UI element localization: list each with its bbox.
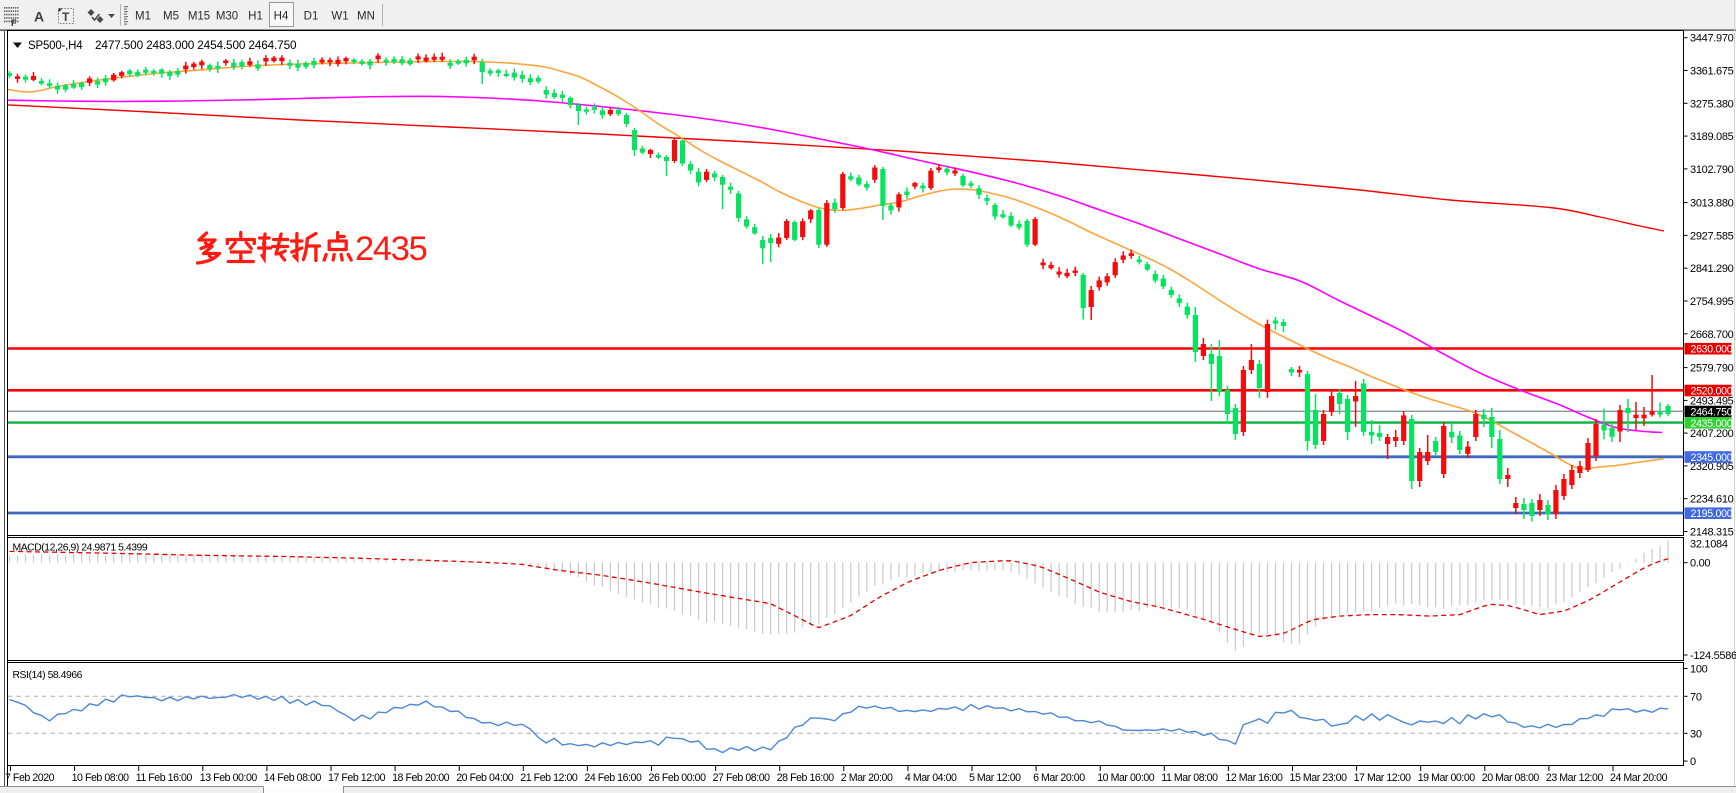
- svg-text:6 Mar 20:00: 6 Mar 20:00: [1033, 772, 1085, 784]
- svg-text:2320.905: 2320.905: [1690, 461, 1734, 473]
- svg-text:10 Mar 00:00: 10 Mar 00:00: [1097, 772, 1155, 784]
- svg-text:19 Mar 00:00: 19 Mar 00:00: [1418, 772, 1476, 784]
- svg-text:RSI(14) 58.4966: RSI(14) 58.4966: [13, 670, 83, 681]
- svg-text:D1: D1: [304, 11, 319, 23]
- svg-text:4 Mar 04:00: 4 Mar 04:00: [905, 772, 957, 784]
- svg-text:2464.750: 2464.750: [1691, 407, 1733, 419]
- svg-text:2520.000: 2520.000: [1691, 386, 1733, 398]
- svg-text:20 Mar 08:00: 20 Mar 08:00: [1482, 772, 1540, 784]
- svg-text:3013.880: 3013.880: [1690, 198, 1734, 210]
- svg-text:2630.000: 2630.000: [1691, 344, 1733, 356]
- svg-text:30: 30: [1690, 728, 1702, 740]
- svg-text:32.1084: 32.1084: [1690, 539, 1728, 551]
- svg-text:7 Feb 2020: 7 Feb 2020: [5, 772, 55, 784]
- svg-text:28 Feb 16:00: 28 Feb 16:00: [777, 772, 835, 784]
- svg-text:MACD(12,26,9) 24.9871 5.4399: MACD(12,26,9) 24.9871 5.4399: [13, 543, 148, 554]
- svg-text:T: T: [62, 10, 70, 24]
- svg-text:2234.610: 2234.610: [1690, 494, 1734, 506]
- svg-text:0: 0: [1690, 756, 1696, 768]
- svg-text:2493.495: 2493.495: [1690, 395, 1734, 407]
- svg-text:14 Feb 08:00: 14 Feb 08:00: [264, 772, 322, 784]
- svg-text:15 Mar 23:00: 15 Mar 23:00: [1290, 772, 1348, 784]
- svg-text:13 Feb 00:00: 13 Feb 00:00: [200, 772, 258, 784]
- svg-text:3447.970: 3447.970: [1690, 33, 1734, 45]
- svg-text:11 Feb 16:00: 11 Feb 16:00: [136, 772, 193, 784]
- svg-text:F: F: [11, 18, 17, 28]
- svg-text:2477.500 2483.000 2454.500 246: 2477.500 2483.000 2454.500 2464.750: [95, 38, 297, 52]
- svg-text:2407.200: 2407.200: [1690, 428, 1734, 440]
- svg-text:27 Feb 08:00: 27 Feb 08:00: [713, 772, 771, 784]
- svg-text:A: A: [34, 9, 44, 25]
- svg-text:12 Mar 16:00: 12 Mar 16:00: [1225, 772, 1283, 784]
- svg-text:3189.085: 3189.085: [1690, 131, 1734, 143]
- svg-text:24 Feb 16:00: 24 Feb 16:00: [584, 772, 642, 784]
- svg-text:2195.000: 2195.000: [1691, 508, 1733, 520]
- svg-text:2927.585: 2927.585: [1690, 230, 1734, 242]
- svg-text:5 Mar 12:00: 5 Mar 12:00: [969, 772, 1021, 784]
- svg-text:-124.5586: -124.5586: [1690, 650, 1736, 662]
- svg-text:3102.790: 3102.790: [1690, 164, 1734, 176]
- svg-text:2435: 2435: [355, 230, 427, 268]
- svg-text:24 Mar 20:00: 24 Mar 20:00: [1610, 772, 1668, 784]
- svg-text:MN: MN: [357, 11, 375, 23]
- svg-text:26 Feb 00:00: 26 Feb 00:00: [649, 772, 707, 784]
- svg-text:23 Mar 12:00: 23 Mar 12:00: [1546, 772, 1604, 784]
- svg-text:2345.000: 2345.000: [1691, 452, 1733, 464]
- svg-text:10 Feb 08:00: 10 Feb 08:00: [72, 772, 130, 784]
- svg-text:21 Feb 12:00: 21 Feb 12:00: [520, 772, 578, 784]
- svg-text:20 Feb 04:00: 20 Feb 04:00: [456, 772, 514, 784]
- svg-text:M30: M30: [216, 11, 238, 23]
- svg-text:2754.995: 2754.995: [1690, 296, 1734, 308]
- svg-text:2 Mar 20:00: 2 Mar 20:00: [841, 772, 893, 784]
- svg-text:2579.790: 2579.790: [1690, 363, 1734, 375]
- svg-text:18 Feb 20:00: 18 Feb 20:00: [392, 772, 450, 784]
- svg-text:M15: M15: [188, 11, 210, 23]
- svg-text:2435.000: 2435.000: [1691, 418, 1733, 430]
- svg-text:M1: M1: [135, 11, 151, 23]
- svg-text:H4: H4: [274, 11, 289, 23]
- svg-text:70: 70: [1690, 691, 1702, 703]
- svg-text:2841.290: 2841.290: [1690, 263, 1734, 275]
- svg-text:17 Mar 12:00: 17 Mar 12:00: [1354, 772, 1412, 784]
- svg-text:2668.700: 2668.700: [1690, 329, 1734, 341]
- svg-text:100: 100: [1690, 664, 1708, 676]
- svg-text:3275.380: 3275.380: [1690, 98, 1734, 110]
- svg-text:W1: W1: [331, 11, 348, 23]
- svg-text:11 Mar 08:00: 11 Mar 08:00: [1161, 772, 1218, 784]
- svg-text:M5: M5: [163, 11, 179, 23]
- svg-text:SP500-,H4: SP500-,H4: [28, 40, 83, 52]
- svg-text:3361.675: 3361.675: [1690, 66, 1734, 78]
- svg-text:0.00: 0.00: [1690, 558, 1710, 570]
- svg-text:17 Feb 12:00: 17 Feb 12:00: [328, 772, 386, 784]
- svg-text:H1: H1: [248, 11, 263, 23]
- svg-text:2148.315: 2148.315: [1690, 527, 1734, 539]
